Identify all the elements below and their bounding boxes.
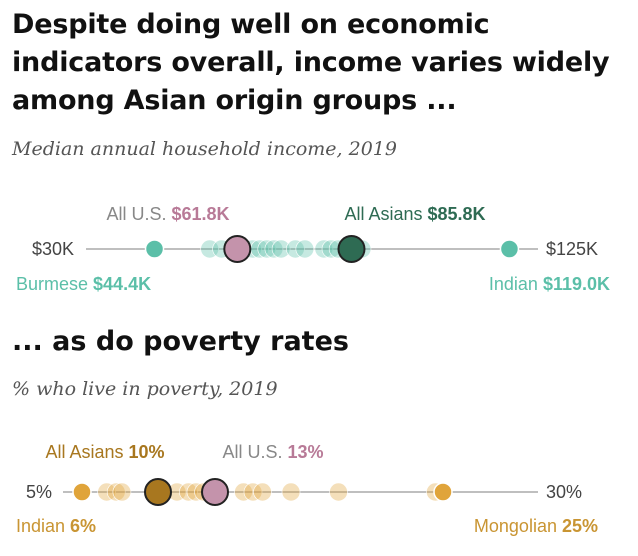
chart2-group-dot (433, 482, 453, 502)
chart2-max-group-label: Mongolian 25% (474, 516, 598, 536)
chart1-all-asians-label: All Asians $85.8K (344, 204, 485, 224)
chart1-group-dot (264, 239, 284, 259)
chart2-group-dot (234, 482, 253, 502)
chart1-max-group-label: Indian $119.0K (489, 274, 610, 294)
chart1-group-dot (200, 239, 220, 259)
chart1-group-dot (499, 239, 520, 259)
chart2-group-dot (243, 482, 263, 502)
headline: Despite doing well on economic indicator… (12, 9, 610, 116)
chart2-group-dot (97, 482, 116, 502)
chart2-group-dot (329, 482, 348, 502)
chart2-group-dot (253, 482, 272, 502)
section-poverty-title: ... as do poverty rates (12, 326, 349, 357)
chart1-group-dot (295, 239, 315, 259)
chart2-group-dot (72, 482, 92, 502)
chart1-all-asians-dot (337, 235, 366, 263)
chart2-all-asians-dot (144, 478, 172, 506)
chart1-group-dot (271, 239, 291, 259)
chart1-group-dot (144, 239, 165, 259)
chart2-all-asians-label: All Asians 10% (45, 442, 164, 462)
chart2-all-us-label: All U.S. 13% (222, 442, 323, 462)
poverty-subtitle: % who live in poverty, 2019 (12, 378, 278, 400)
income-subtitle: Median annual household income, 2019 (12, 138, 397, 160)
chart1-all-us-dot (223, 235, 252, 263)
chart1-group-dot (314, 239, 334, 259)
chart2-min-group-label: Indian 6% (16, 516, 96, 536)
chart2-group-dot (179, 482, 198, 502)
chart2-group-dot (106, 482, 126, 502)
chart2-group-dot (281, 482, 301, 502)
chart1-group-dot (286, 239, 305, 259)
chart1-min-group-label: Burmese $44.4K (16, 274, 151, 294)
chart2-axis-min-label: 5% (26, 482, 52, 502)
chart2-all-us-dot (201, 478, 229, 506)
chart1-group-dot (257, 239, 277, 259)
chart2-axis-max-label: 30% (546, 482, 582, 502)
chart1-axis-min-label: $30K (32, 239, 74, 259)
chart2-group-dot (112, 482, 132, 502)
chart1-axis-max-label: $125K (546, 239, 598, 259)
chart1-all-us-label: All U.S. $61.8K (106, 204, 229, 224)
